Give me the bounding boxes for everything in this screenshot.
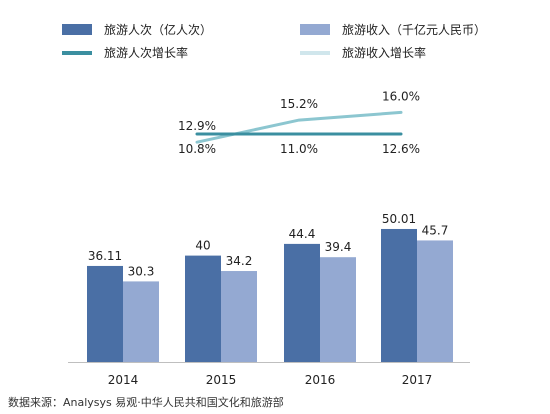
bar-visitors-2016 — [284, 243, 320, 362]
growth-label-revenue-1: 15.2% — [280, 97, 318, 111]
bar-visitors-2014 — [87, 265, 123, 362]
data-label-revenue-2015: 34.2 — [226, 254, 253, 268]
growth-label-revenue-2: 16.0% — [382, 89, 420, 103]
data-label-visitors-2017: 50.01 — [382, 212, 416, 226]
data-label-revenue-2016: 39.4 — [325, 240, 352, 254]
bar-revenue-2014 — [123, 281, 159, 362]
bar-visitors-2017 — [381, 228, 417, 362]
legend-item-visitors: 旅游人次（亿人次） — [62, 21, 212, 38]
bar-revenue-2015 — [221, 271, 257, 362]
legend-item-revenue: 旅游收入（千亿元人民币） — [300, 21, 486, 38]
growth-label-visitors-0: 10.8% — [178, 142, 216, 156]
data-label-revenue-2017: 45.7 — [422, 223, 449, 237]
x-tick-label-2017: 2017 — [402, 373, 433, 387]
legend-label-visitor-growth: 旅游人次增长率 — [104, 46, 189, 60]
legend-swatch-revenue-growth — [300, 50, 330, 55]
data-label-visitors-2014: 36.11 — [88, 249, 122, 263]
legend-label-revenue: 旅游收入（千亿元人民币） — [342, 23, 487, 37]
x-tick-label-2016: 2016 — [305, 373, 336, 387]
growth-label-revenue-0: 12.9% — [178, 119, 216, 133]
bar-visitors-2015 — [185, 255, 221, 362]
data-label-visitors-2015: 40 — [195, 239, 210, 253]
source-note: 数据来源：Analysys 易观·中华人民共和国文化和旅游部 — [8, 396, 284, 409]
legend-label-visitors: 旅游人次（亿人次） — [104, 23, 213, 37]
legend-item-visitor-growth: 旅游人次增长率 — [62, 44, 188, 61]
x-tick-label-2014: 2014 — [108, 373, 139, 387]
legend-swatch-visitor-growth — [62, 50, 92, 55]
bar-revenue-2016 — [320, 257, 356, 362]
data-label-visitors-2016: 44.4 — [289, 227, 316, 241]
legend-swatch-visitors — [62, 24, 92, 35]
bar-revenue-2017 — [417, 240, 453, 362]
legend-swatch-revenue — [300, 24, 330, 35]
legend-label-revenue-growth: 旅游收入增长率 — [342, 46, 427, 60]
growth-line-revenue — [195, 110, 403, 144]
legend-item-revenue-growth: 旅游收入增长率 — [300, 44, 426, 61]
growth-label-visitors-2: 12.6% — [382, 142, 420, 156]
growth-label-visitors-1: 11.0% — [280, 142, 318, 156]
data-label-revenue-2014: 30.3 — [128, 264, 155, 278]
x-tick-label-2015: 2015 — [206, 373, 237, 387]
